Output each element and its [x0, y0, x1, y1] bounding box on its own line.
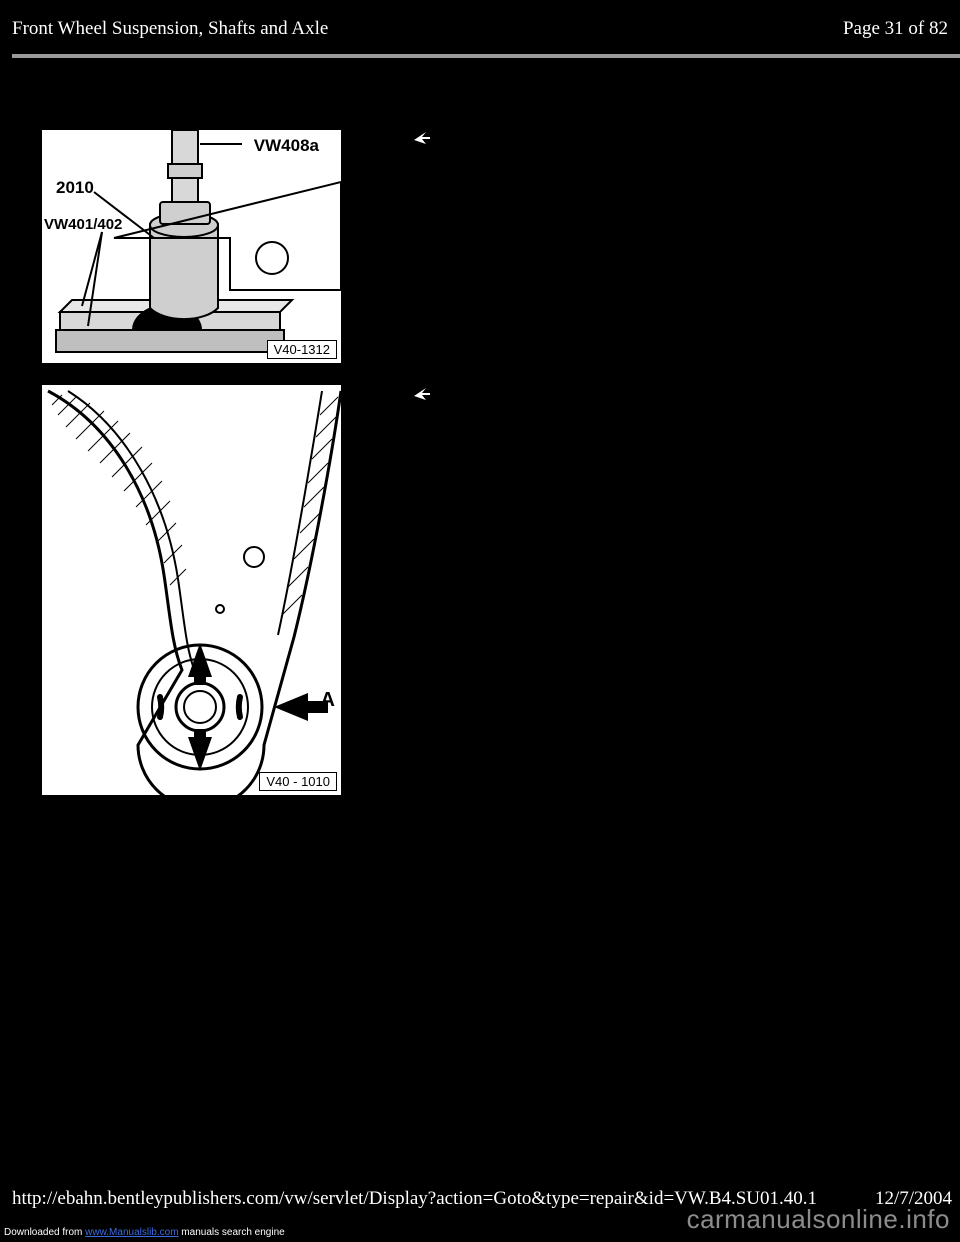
figure-1-label-vw401-402: VW401/402 [44, 216, 122, 233]
figure-1-label-vw408a: VW408a [254, 136, 319, 156]
figure-1-code: V40-1312 [267, 340, 337, 359]
header-divider [12, 54, 960, 58]
figure-1-label-2010: 2010 [56, 178, 94, 198]
footer-download-link[interactable]: www.Manualslib.com [85, 1227, 178, 1238]
figure-2-label-a: A [321, 689, 335, 712]
footer-download-note: Downloaded from www.Manualslib.com manua… [4, 1227, 285, 1238]
page: Front Wheel Suspension, Shafts and Axle … [0, 0, 960, 1242]
pointer-arrow-icon [412, 384, 432, 404]
header-title: Front Wheel Suspension, Shafts and Axle [12, 18, 328, 40]
watermark: carmanualsonline.info [687, 1204, 950, 1235]
figure-2-svg [42, 385, 341, 795]
footer-download-suffix: manuals search engine [179, 1227, 285, 1238]
figure-bushing-orientation: A V40 - 1010 [40, 383, 343, 797]
pointer-arrow-icon [412, 128, 432, 148]
page-header: Front Wheel Suspension, Shafts and Axle … [12, 18, 948, 40]
figure-2-code: V40 - 1010 [259, 772, 337, 791]
footer-download-prefix: Downloaded from [4, 1227, 85, 1238]
figure-press-tool: VW408a 2010 VW401/402 V40-1312 [40, 128, 343, 365]
header-page: Page 31 of 82 [843, 18, 948, 40]
figure-1-svg [42, 130, 341, 363]
